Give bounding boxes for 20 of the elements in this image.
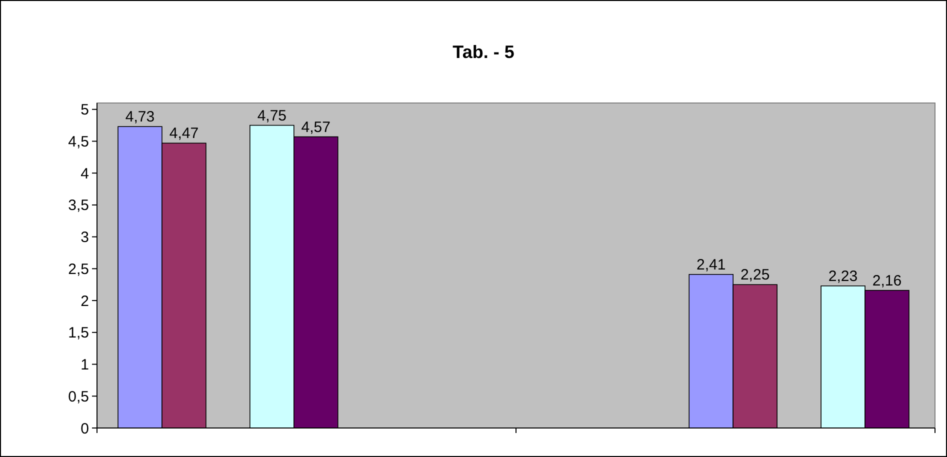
data-label: 2,25 [740,266,770,284]
data-label: 2,23 [828,268,858,285]
y-tick-label: 0,5 [68,388,89,406]
data-label: 4,47 [169,125,199,142]
chart-title: Tab. - 5 [452,42,514,62]
y-tick-label: 3 [80,229,89,246]
y-tick-label: 0 [80,420,89,438]
y-tick-label: 3,5 [68,197,89,214]
data-label: 2,41 [696,256,726,274]
data-label: 2,16 [872,272,902,290]
y-tick-label: 1 [80,356,89,374]
data-label: 4,57 [301,118,330,136]
y-tick-label: 1,5 [68,324,89,342]
data-label: 4,73 [125,108,155,126]
y-tick-label: 4 [80,165,89,182]
y-tick-label: 5 [80,102,89,119]
y-tick-label: 2,5 [68,260,89,278]
y-tick-label: 2 [80,292,89,310]
y-tick-label: 4,5 [68,133,89,150]
data-label: 4,75 [257,107,287,124]
